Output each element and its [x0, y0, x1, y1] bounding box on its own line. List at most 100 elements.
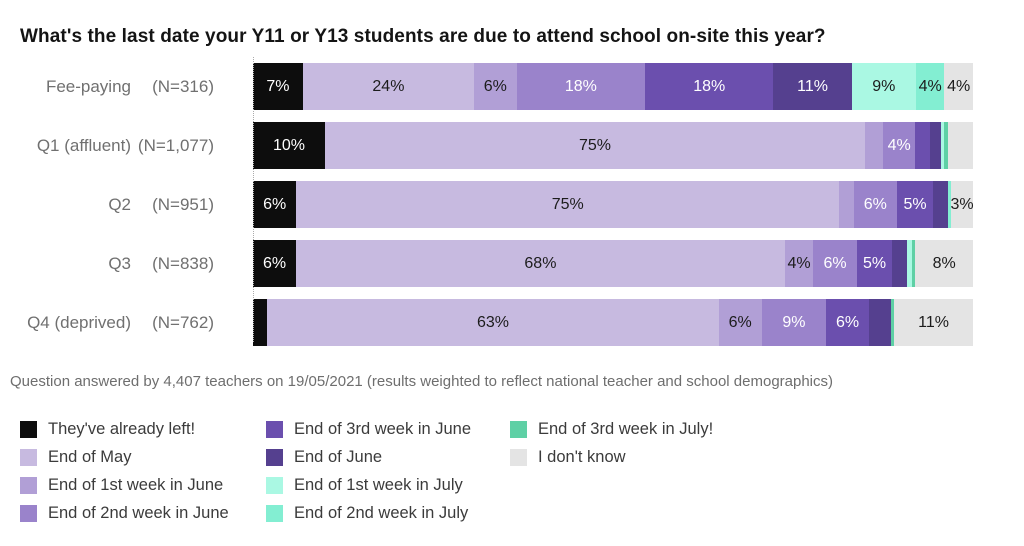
legend-label: End of 1st week in June [48, 475, 224, 494]
legend-label: End of 2nd week in July [294, 503, 469, 522]
sample-size-label: (N=951) [152, 194, 214, 214]
legend-label: End of 2nd week in June [48, 503, 229, 522]
bar-segment: 6% [473, 63, 517, 110]
bar-segment [933, 181, 948, 228]
sample-size-label: (N=1,077) [137, 135, 214, 155]
legend-item: End of 2nd week in June [20, 499, 266, 527]
bar-segment: 18% [516, 63, 646, 110]
bar-segment: 75% [325, 122, 865, 169]
bar-segment: 6% [826, 299, 870, 346]
chart-row: Q3 (N=838) 6% 68% 4% 6% 5% 8% [0, 240, 1024, 287]
legend-swatch-icon [266, 476, 283, 494]
legend-swatch-icon [510, 448, 527, 466]
legend-label: End of 3rd week in July! [538, 419, 714, 438]
legend-swatch-icon [20, 476, 37, 494]
bar-segment: 4% [883, 122, 916, 169]
legend-item: I don't know [510, 443, 713, 471]
sample-size-label: (N=316) [152, 76, 214, 96]
bar-segment [892, 240, 907, 287]
sample-size-label: (N=762) [152, 312, 214, 332]
chart-row: Q2 (N=951) 6% 75% 6% 5% 3% [0, 181, 1024, 228]
bar-segment: 3% [951, 181, 974, 228]
legend-swatch-icon [20, 448, 37, 466]
bar-segment: 4% [944, 63, 973, 110]
axis-baseline [253, 57, 254, 342]
category-label: Fee-paying [45, 76, 131, 96]
bar-segment: 6% [253, 181, 297, 228]
bar-segment [839, 181, 854, 228]
category-label: Q4 (deprived) [27, 312, 131, 332]
bar-segment [906, 240, 912, 287]
bar-segment: 5% [856, 240, 893, 287]
bar-segment: 6% [253, 240, 297, 287]
bar-segment: 68% [296, 240, 785, 287]
bar-segment [253, 299, 268, 346]
stacked-bar: 63% 6% 9% 6% 11% [253, 299, 973, 346]
bar-segment [890, 299, 895, 346]
stacked-bar: 6% 75% 6% 5% 3% [253, 181, 974, 228]
bar-segment: 4% [784, 240, 814, 287]
legend-item: End of 2nd week in July [266, 499, 510, 527]
bar-segment [940, 122, 945, 169]
legend-label: They've already left! [48, 419, 196, 438]
bar-segment: 4% [915, 63, 945, 110]
category-label: Q1 (affluent) [36, 135, 131, 155]
legend-label: End of June [294, 447, 383, 466]
bar-segment [865, 122, 883, 169]
legend-column: They've already left! End of May End of 1s… [20, 415, 266, 527]
legend-label: End of 3rd week in June [294, 419, 472, 438]
bar-segment: 63% [267, 299, 719, 346]
bar-segment: 5% [896, 181, 934, 228]
bar-rows: Fee-paying (N=316) 7% 24% 6% 18% 18% 11% 9% 4% 4% Q… [0, 57, 1024, 346]
legend-item: End of 1st week in July [266, 471, 510, 499]
chart-row: Q1 (affluent) (N=1,077) 10% 75% 4% [0, 122, 1024, 169]
legend-swatch-icon [20, 420, 37, 438]
legend-item: End of 3rd week in June [266, 415, 510, 443]
legend-label: End of May [48, 447, 132, 466]
legend-label: End of 1st week in July [294, 475, 463, 494]
bar-segment [947, 122, 973, 169]
legend-column: End of 3rd week in June End of June End of… [266, 415, 510, 527]
legend-swatch-icon [266, 420, 283, 438]
category-label: Q2 [108, 194, 131, 214]
bar-segment: 11% [773, 63, 852, 110]
legend-swatch-icon [266, 448, 283, 466]
bar-segment: 9% [761, 299, 827, 346]
legend-item: They've already left! [20, 415, 266, 443]
bar-segment [947, 181, 952, 228]
bar-segment: 6% [853, 181, 897, 228]
bar-segment [929, 122, 941, 169]
bar-segment: 7% [253, 63, 303, 110]
bar-segment: 24% [302, 63, 474, 110]
chart-title: What's the last date your Y11 or Y13 stu… [20, 26, 826, 47]
bar-segment: 75% [296, 181, 840, 228]
category-label: Q3 [108, 253, 131, 273]
bar-segment: 8% [915, 240, 973, 287]
sample-size-label: (N=838) [152, 253, 214, 273]
chart-legend: They've already left! End of May End of 1s… [0, 390, 1024, 527]
legend-item: End of 3rd week in July! [510, 415, 713, 443]
chart-footnote: Question answered by 4,407 teachers on 1… [10, 373, 834, 390]
legend-label: I don't know [538, 447, 626, 466]
stacked-bar: 7% 24% 6% 18% 18% 11% 9% 4% 4% [253, 63, 973, 110]
legend-swatch-icon [20, 504, 37, 522]
legend-swatch-icon [266, 504, 283, 522]
bar-segment: 9% [851, 63, 916, 110]
bar-segment: 18% [645, 63, 774, 110]
bar-segment [944, 122, 948, 169]
legend-item: End of June [266, 443, 510, 471]
chart-row: Q4 (deprived) (N=762) 63% 6% 9% 6% 11% [0, 299, 1024, 346]
bar-segment: 11% [894, 299, 973, 346]
stacked-bar: 10% 75% 4% [253, 122, 973, 169]
bar-segment: 6% [718, 299, 762, 346]
chart-row: Fee-paying (N=316) 7% 24% 6% 18% 18% 11% 9% 4% 4% [0, 63, 1024, 110]
bar-segment [869, 299, 891, 346]
bar-segment [915, 122, 930, 169]
legend-item: End of 1st week in June [20, 471, 266, 499]
bar-segment [911, 240, 916, 287]
bar-segment: 6% [813, 240, 857, 287]
stacked-bar: 6% 68% 4% 6% 5% 8% [253, 240, 973, 287]
bar-segment: 10% [253, 122, 325, 169]
legend-column: End of 3rd week in July! I don't know [510, 415, 713, 527]
